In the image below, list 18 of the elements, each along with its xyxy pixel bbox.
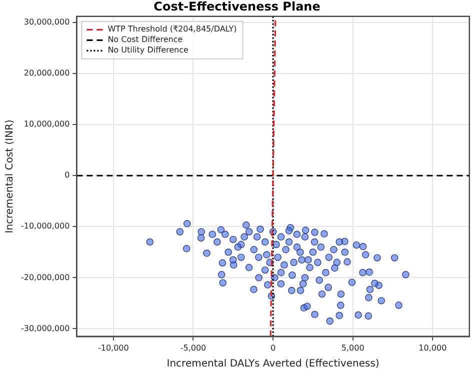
- y-tick-label: -30,000,000: [20, 324, 70, 333]
- y-axis-title: Incremental Cost (INR): [4, 119, 16, 234]
- legend-label: No Cost Difference: [108, 35, 183, 44]
- y-tick-label: -20,000,000: [20, 272, 70, 282]
- legend-label: WTP Threshold (₹204,845/DALY): [108, 24, 237, 34]
- x-tick-label: 0: [270, 343, 276, 352]
- x-tick-label: 10,000: [418, 343, 447, 352]
- x-axis-title: Incremental DALYs Averted (Effectiveness): [166, 358, 380, 370]
- y-tick-label: -10,000,000: [20, 222, 70, 231]
- legend-label: No Utility Difference: [108, 46, 189, 55]
- x-tick-label: -10,000: [98, 343, 129, 352]
- x-tick-label: -5,000: [180, 343, 206, 352]
- y-tick-label: 30,000,000: [24, 18, 70, 27]
- chart-title: Cost-Effectiveness Plane: [154, 0, 320, 14]
- x-tick-label: 5,000: [341, 343, 364, 352]
- y-tick-label: 0: [64, 170, 70, 180]
- y-tick-label: 20,000,000: [24, 68, 70, 78]
- y-tick-label: 10,000,000: [24, 120, 70, 129]
